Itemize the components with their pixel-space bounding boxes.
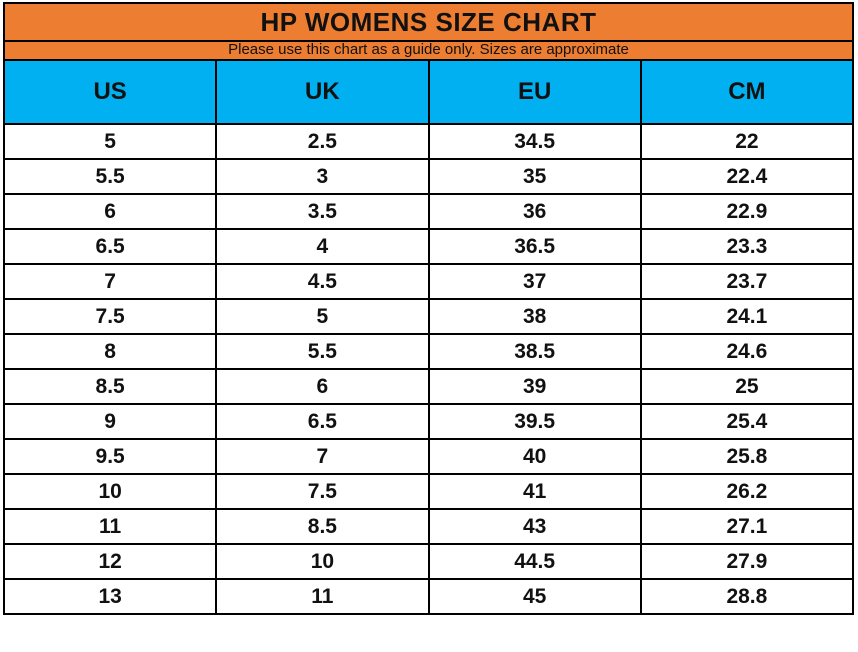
subtitle-row: Please use this chart as a guide only. S… — [3, 40, 854, 61]
table-row: 9 6.5 39.5 25.4 — [2, 403, 855, 440]
size-cell: 11 — [2, 508, 218, 545]
size-cell: 23.7 — [639, 263, 855, 300]
title-row: HP WOMENS SIZE CHART — [3, 2, 854, 42]
size-cell: 7.5 — [215, 473, 430, 510]
size-cell: 9 — [2, 403, 218, 440]
table-row: 8.5 6 39 25 — [2, 368, 855, 405]
size-cell: 6 — [215, 368, 430, 405]
size-cell: 25.4 — [639, 403, 855, 440]
size-cell: 6.5 — [215, 403, 430, 440]
size-cell: 22.4 — [639, 158, 855, 195]
table-row: 7 4.5 37 23.7 — [2, 263, 855, 300]
table-row: 11 8.5 43 27.1 — [2, 508, 855, 545]
size-cell: 38 — [427, 298, 642, 335]
table-row: 8 5.5 38.5 24.6 — [2, 333, 855, 370]
size-cell: 8.5 — [2, 368, 218, 405]
size-cell: 25.8 — [639, 438, 855, 475]
table-row: 6.5 4 36.5 23.3 — [2, 228, 855, 265]
size-cell: 24.1 — [639, 298, 855, 335]
table-row: 5 2.5 34.5 22 — [2, 123, 855, 160]
table-row: 13 11 45 28.8 — [2, 578, 855, 615]
size-cell: 25 — [639, 368, 855, 405]
size-cell: 40 — [427, 438, 642, 475]
size-cell: 39 — [427, 368, 642, 405]
size-cell: 3 — [215, 158, 430, 195]
size-cell: 5.5 — [2, 158, 218, 195]
table-row: 6 3.5 36 22.9 — [2, 193, 855, 230]
size-cell: 34.5 — [427, 123, 642, 160]
size-cell: 27.1 — [639, 508, 855, 545]
size-cell: 11 — [215, 578, 430, 615]
size-cell: 8 — [2, 333, 218, 370]
size-cell: 9.5 — [2, 438, 218, 475]
size-cell: 22 — [639, 123, 855, 160]
size-cell: 7 — [2, 263, 218, 300]
table-row: 12 10 44.5 27.9 — [2, 543, 855, 580]
size-cell: 43 — [427, 508, 642, 545]
size-cell: 41 — [427, 473, 642, 510]
size-cell: 23.3 — [639, 228, 855, 265]
size-chart-head: HP WOMENS SIZE CHART Please use this cha… — [2, 2, 855, 125]
size-cell: 4.5 — [215, 263, 430, 300]
size-cell: 13 — [2, 578, 218, 615]
size-cell: 38.5 — [427, 333, 642, 370]
size-cell: 35 — [427, 158, 642, 195]
size-cell: 5 — [2, 123, 218, 160]
size-cell: 45 — [427, 578, 642, 615]
size-cell: 7 — [215, 438, 430, 475]
size-cell: 10 — [215, 543, 430, 580]
size-cell: 7.5 — [2, 298, 218, 335]
table-row: 10 7.5 41 26.2 — [2, 473, 855, 510]
column-header-cm: CM — [639, 59, 855, 125]
size-cell: 5.5 — [215, 333, 430, 370]
size-cell: 3.5 — [215, 193, 430, 230]
chart-subtitle: Please use this chart as a guide only. S… — [3, 40, 854, 61]
size-cell: 28.8 — [639, 578, 855, 615]
size-cell: 6 — [2, 193, 218, 230]
size-cell: 10 — [2, 473, 218, 510]
size-cell: 4 — [215, 228, 430, 265]
page-title: HP WOMENS SIZE CHART — [3, 2, 854, 42]
size-cell: 27.9 — [639, 543, 855, 580]
size-cell: 36 — [427, 193, 642, 230]
size-cell: 24.6 — [639, 333, 855, 370]
column-header-us: US — [2, 59, 218, 125]
column-header-row: US UK EU CM — [2, 59, 855, 125]
size-cell: 22.9 — [639, 193, 855, 230]
table-row: 9.5 7 40 25.8 — [2, 438, 855, 475]
column-header-uk: UK — [215, 59, 430, 125]
size-cell: 6.5 — [2, 228, 218, 265]
size-cell: 12 — [2, 543, 218, 580]
size-chart: HP WOMENS SIZE CHART Please use this cha… — [2, 2, 855, 615]
size-cell: 26.2 — [639, 473, 855, 510]
size-cell: 39.5 — [427, 403, 642, 440]
table-row: 7.5 5 38 24.1 — [2, 298, 855, 335]
column-header-eu: EU — [427, 59, 642, 125]
size-cell: 44.5 — [427, 543, 642, 580]
size-cell: 37 — [427, 263, 642, 300]
size-cell: 5 — [215, 298, 430, 335]
table-row: 5.5 3 35 22.4 — [2, 158, 855, 195]
size-cell: 2.5 — [215, 123, 430, 160]
size-chart-table: HP WOMENS SIZE CHART Please use this cha… — [2, 2, 855, 615]
size-table-body: 5 2.5 34.5 22 5.5 3 35 22.4 6 3.5 36 22.9 6.5 4 36.5 23… — [2, 123, 855, 615]
size-cell: 8.5 — [215, 508, 430, 545]
size-cell: 36.5 — [427, 228, 642, 265]
